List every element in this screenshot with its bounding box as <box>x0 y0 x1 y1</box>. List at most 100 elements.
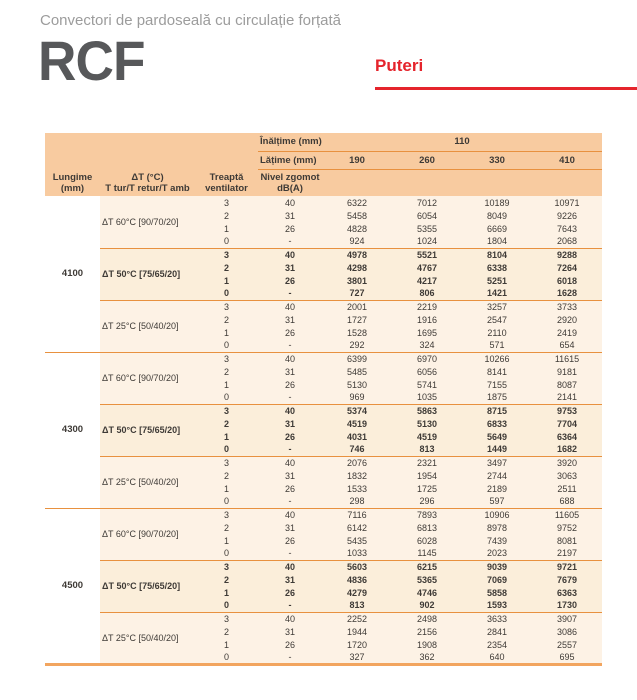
power-value-190: 2076 <box>322 455 392 469</box>
power-value-190: 1533 <box>322 482 392 495</box>
table-row: 2 31 5458 6054 8049 9226 <box>45 209 603 222</box>
noise-level-cell: 40 <box>258 403 322 417</box>
power-value-410: 1628 <box>532 287 603 300</box>
power-value-330: 3257 <box>462 299 532 313</box>
power-value-260: 1954 <box>392 469 462 482</box>
power-value-260: 6215 <box>392 559 462 573</box>
noise-level-cell: - <box>258 339 322 352</box>
col-header-fan-line2: ventilator <box>205 182 248 194</box>
fan-speed-cell: 3 <box>195 351 258 365</box>
power-value-410: 9752 <box>532 521 603 534</box>
power-value-260: 1024 <box>392 235 462 248</box>
fan-speed-cell: 0 <box>195 287 258 300</box>
col-header-noise-line1: Nivel zgomot <box>260 171 320 183</box>
table-row: 2 31 1944 2156 2841 3086 <box>45 625 603 638</box>
power-value-260: 296 <box>392 495 462 508</box>
power-value-190: 7116 <box>322 507 392 521</box>
fan-speed-cell: 0 <box>195 599 258 612</box>
power-value-330: 5649 <box>462 430 532 443</box>
power-value-260: 5365 <box>392 573 462 586</box>
col-header-dt-line1: ΔT (°C) <box>131 171 164 183</box>
table-row: 0-746 813 1449 1682 <box>45 443 603 456</box>
table-row: ΔT 25°C [50/40/20] 3 40 2001 2219 3257 3733 <box>45 299 603 352</box>
power-value-260: 4217 <box>392 274 462 287</box>
table-row: 2 31 6142 6813 8978 9752 <box>45 521 603 534</box>
power-value-260: 6813 <box>392 521 462 534</box>
power-value-330: 10266 <box>462 351 532 365</box>
power-value-260: 4767 <box>392 261 462 274</box>
power-value-410: 3086 <box>532 625 603 638</box>
power-value-260: 2219 <box>392 299 462 313</box>
power-value-260: 7893 <box>392 507 462 521</box>
noise-level-cell: 26 <box>258 638 322 651</box>
table-row: 1 26 5435 6028 7439 8081 <box>45 534 603 547</box>
power-value-190: 4828 <box>322 222 392 235</box>
fan-speed-cell: 3 <box>195 507 258 521</box>
power-value-330: 571 <box>462 339 532 352</box>
power-value-330: 6833 <box>462 417 532 430</box>
noise-level-cell: - <box>258 651 322 665</box>
power-value-190: 6399 <box>322 351 392 365</box>
power-value-260: 2321 <box>392 455 462 469</box>
noise-level-cell: 40 <box>258 559 322 573</box>
power-value-410: 695 <box>532 651 603 665</box>
table-row: ΔT 25°C [50/40/20] 3 40 2252 2498 3633 3907 <box>45 611 603 665</box>
power-value-410: 3063 <box>532 469 603 482</box>
table-row: 1 26 5130 5741 7155 8087 <box>45 378 603 391</box>
noise-level-cell: 26 <box>258 274 322 287</box>
length-group-label: 4100 <box>45 196 100 352</box>
power-value-260: 4746 <box>392 586 462 599</box>
power-value-260: 2498 <box>392 611 462 625</box>
power-value-190: 6322 <box>322 196 392 209</box>
dt-section-label: ΔT 25°C [50/40/20] <box>100 299 195 352</box>
fan-speed-cell: 2 <box>195 625 258 638</box>
col-header-length-line2: (mm) <box>60 182 85 194</box>
noise-level-cell: - <box>258 443 322 456</box>
power-value-190: 5485 <box>322 365 392 378</box>
power-value-260: 1725 <box>392 482 462 495</box>
width-value-190: 190 <box>322 151 392 170</box>
power-value-410: 1730 <box>532 599 603 612</box>
noise-level-cell: - <box>258 391 322 404</box>
table-row: 1 26 4828 5355 6669 7643 <box>45 222 603 235</box>
fan-speed-cell: 0 <box>195 547 258 560</box>
dt-section-label: ΔT 60°C [90/70/20] <box>100 196 195 248</box>
noise-level-cell: 26 <box>258 222 322 235</box>
width-value-330: 330 <box>462 151 532 170</box>
power-value-410: 9721 <box>532 559 603 573</box>
power-value-190: 1720 <box>322 638 392 651</box>
power-value-190: 5603 <box>322 559 392 573</box>
table-row: 4100 ΔT 60°C [90/70/20] 3 40 6322 7012 10189 10… <box>45 196 603 352</box>
power-value-410: 11605 <box>532 507 603 521</box>
power-value-330: 3497 <box>462 455 532 469</box>
power-value-410: 9288 <box>532 247 603 261</box>
power-value-410: 6018 <box>532 274 603 287</box>
dt-section-label: ΔT 25°C [50/40/20] <box>100 611 195 665</box>
power-value-410: 7704 <box>532 417 603 430</box>
noise-level-cell: - <box>258 547 322 560</box>
noise-level-cell: 26 <box>258 482 322 495</box>
power-value-260: 5741 <box>392 378 462 391</box>
noise-level-cell: - <box>258 599 322 612</box>
power-value-190: 3801 <box>322 274 392 287</box>
power-value-410: 6364 <box>532 430 603 443</box>
power-value-260: 5863 <box>392 403 462 417</box>
fan-speed-cell: 0 <box>195 443 258 456</box>
power-value-260: 1916 <box>392 313 462 326</box>
power-value-330: 2023 <box>462 547 532 560</box>
power-value-260: 1908 <box>392 638 462 651</box>
power-value-260: 1145 <box>392 547 462 560</box>
power-value-410: 2557 <box>532 638 603 651</box>
noise-level-cell: 40 <box>258 247 322 261</box>
power-value-330: 1593 <box>462 599 532 612</box>
power-value-330: 8141 <box>462 365 532 378</box>
section-title: Puteri <box>375 56 424 75</box>
power-value-410: 1682 <box>532 443 603 456</box>
length-group-label: 4500 <box>45 507 100 665</box>
power-value-190: 5374 <box>322 403 392 417</box>
power-value-190: 2001 <box>322 299 392 313</box>
power-value-190: 4836 <box>322 573 392 586</box>
power-value-190: 4298 <box>322 261 392 274</box>
fan-speed-cell: 1 <box>195 482 258 495</box>
